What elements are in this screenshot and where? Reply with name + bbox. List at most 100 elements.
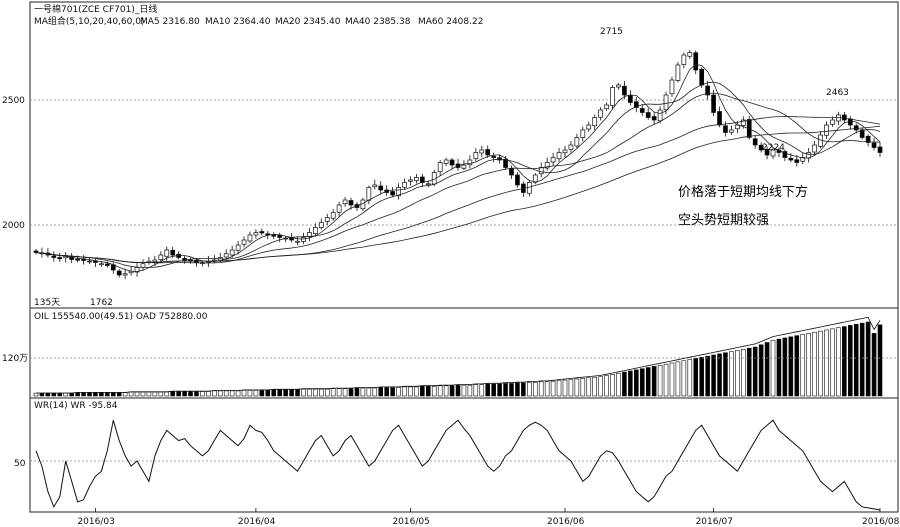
candle-body [812, 144, 817, 153]
candle-body [586, 124, 592, 130]
candle-body [336, 204, 342, 213]
volume-bar [752, 346, 758, 397]
candle-body [824, 124, 829, 136]
volume-bar [562, 379, 568, 397]
candle-body [610, 87, 615, 106]
volume-bar [455, 384, 461, 397]
volume-bar [711, 354, 716, 397]
volume-bar [217, 390, 223, 397]
volume-bar [681, 360, 687, 397]
volume-bar [57, 392, 63, 397]
volume-bar [645, 367, 651, 397]
volume-bar [794, 335, 800, 397]
volume-bar [330, 388, 336, 397]
candle-body [402, 182, 407, 188]
price-tick-label: 2500 [2, 96, 25, 106]
candle-body [87, 260, 92, 263]
volume-bar [81, 392, 86, 397]
volume-bar [657, 364, 663, 397]
candle-body [622, 85, 627, 96]
volume-bar [616, 372, 621, 397]
open-interest-line [36, 316, 881, 394]
volume-bar [63, 392, 69, 397]
volume-bar [277, 389, 282, 397]
candle-body [574, 137, 580, 147]
candle-body [663, 94, 669, 111]
volume-bar [639, 368, 645, 397]
volume-bar [491, 383, 496, 397]
volume-layer [30, 316, 898, 397]
trough-label: 1762 [90, 298, 113, 308]
candle-body [461, 164, 467, 169]
candle-body [378, 185, 384, 191]
volume-bar [431, 386, 437, 397]
candle-body [366, 187, 372, 201]
candle-body [235, 244, 241, 251]
volume-bar [770, 339, 776, 397]
volume-bar [705, 355, 710, 397]
volume-bar [33, 392, 39, 397]
volume-bar [390, 387, 395, 397]
volume-bar [348, 388, 354, 397]
ma5-line [35, 64, 881, 272]
candle-body [657, 109, 663, 122]
volume-bar [758, 344, 764, 397]
candle-body [485, 149, 491, 156]
candle-body [645, 112, 651, 118]
volume-bar [812, 331, 817, 397]
volume-bar [402, 386, 407, 397]
volume-bar [289, 389, 294, 397]
candle-body [865, 135, 871, 143]
volume-bar [740, 349, 746, 397]
candle-body [408, 179, 413, 182]
volume-bar [212, 390, 217, 397]
chart-title: 一号棉701(ZCE CF701)_日线 [34, 3, 157, 15]
volume-bar [556, 380, 562, 397]
candle-body [788, 157, 794, 161]
volume-bar [51, 392, 57, 397]
candle-body [669, 79, 675, 95]
candle-body [740, 119, 746, 126]
candle-body [449, 159, 455, 166]
volume-bar [806, 333, 811, 397]
volume-bar [497, 383, 502, 397]
volume-bar [259, 390, 265, 397]
candle-body [598, 109, 603, 118]
ma10-value: MA10 2364.40 [205, 17, 271, 27]
axis-layer: 2000 2500 2016/03 2016/04 2016/05 2016/06 2016… [2, 96, 900, 527]
volume-bar [378, 387, 384, 397]
wr-panel-frame [29, 397, 899, 513]
volume-bar [307, 388, 312, 397]
candle-body [473, 152, 479, 160]
volume-bar [550, 380, 556, 397]
volume-bar [134, 391, 140, 397]
candle-body [580, 129, 586, 138]
candle-body [497, 157, 502, 161]
volume-bar [194, 391, 199, 397]
candle-body [794, 159, 800, 163]
candle-body [437, 162, 443, 173]
candle-body [414, 177, 419, 181]
price-tick-label: 2000 [2, 221, 25, 231]
volume-bar [538, 381, 544, 397]
ma5-value: MA5 2316.80 [140, 17, 200, 27]
volume-bar [110, 392, 116, 397]
volume-bar [865, 321, 871, 397]
candle-body [800, 157, 806, 162]
candle-body [853, 125, 859, 131]
candle-body [247, 234, 253, 242]
volume-bar [634, 369, 639, 397]
candle-body [562, 149, 568, 154]
volume-bar [408, 386, 413, 397]
volume-bar [871, 333, 877, 397]
volume-bar [420, 386, 425, 397]
volume-bar [586, 377, 592, 397]
volume-bar [467, 384, 473, 397]
volume-bar [723, 352, 728, 397]
candle-body [871, 142, 877, 148]
candle-body [687, 52, 693, 57]
volume-bar [847, 325, 853, 397]
candle-body [752, 138, 758, 146]
volume-bar [693, 358, 699, 397]
volume-bar [788, 336, 794, 397]
